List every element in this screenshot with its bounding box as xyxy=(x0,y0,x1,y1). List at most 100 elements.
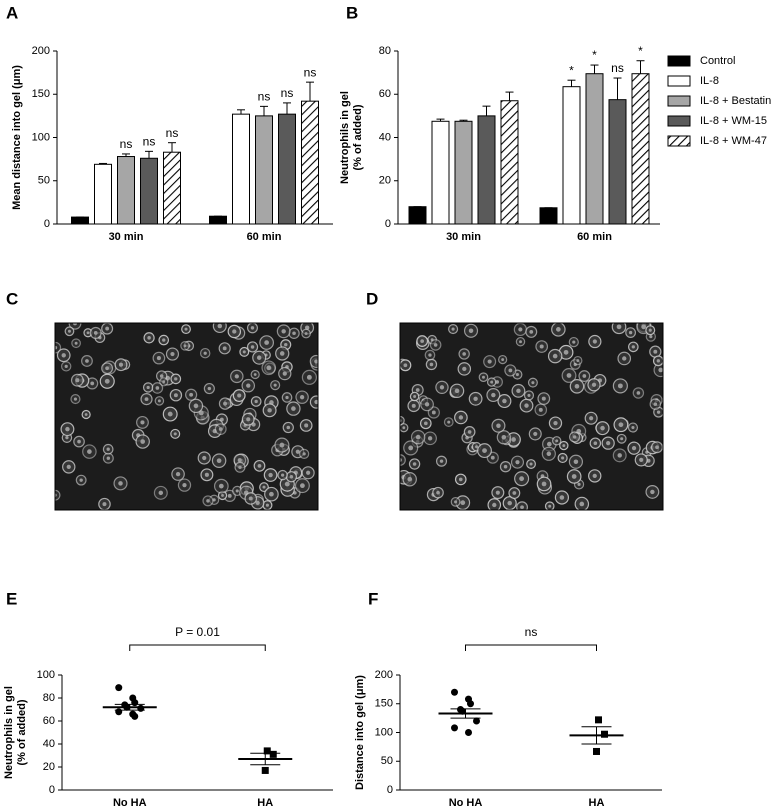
cell-core xyxy=(106,456,111,460)
significance-label: * xyxy=(638,44,643,58)
significance-label: * xyxy=(592,48,597,62)
panel-label: B xyxy=(346,3,358,22)
cell-core xyxy=(223,401,228,406)
bar xyxy=(431,120,450,225)
cell-core xyxy=(592,339,597,344)
cell-core xyxy=(433,343,438,347)
x-tick-label: 30 min xyxy=(446,231,481,243)
cell-core xyxy=(519,476,525,482)
bar xyxy=(631,73,650,225)
cell-core xyxy=(218,427,223,431)
cell-core xyxy=(631,446,637,451)
cell-core xyxy=(237,393,242,398)
cell-core xyxy=(85,359,89,363)
bar xyxy=(477,115,496,225)
cell-core xyxy=(415,388,420,392)
cell-core xyxy=(431,410,436,415)
cell-core xyxy=(295,449,300,454)
cell-core xyxy=(541,396,546,401)
cell-core xyxy=(402,426,406,430)
bar xyxy=(94,163,112,225)
cell-core xyxy=(217,323,223,329)
cell-core xyxy=(427,436,433,441)
cell-core xyxy=(439,385,445,390)
y-tick-label: 50 xyxy=(38,175,50,187)
bar xyxy=(209,215,227,225)
cell-core xyxy=(314,399,318,405)
cell xyxy=(309,354,318,368)
image-frame xyxy=(54,322,319,511)
cell-core xyxy=(267,408,272,413)
cell-core xyxy=(600,425,605,431)
data-point xyxy=(131,699,139,707)
cell-core xyxy=(266,365,272,371)
cell-core xyxy=(254,399,258,404)
cell-core xyxy=(622,356,627,361)
bar xyxy=(140,157,158,225)
cell-core xyxy=(65,436,69,440)
cell-core xyxy=(475,445,479,449)
cell-core xyxy=(451,327,455,331)
cell-core xyxy=(511,437,516,442)
cell-core xyxy=(501,358,505,361)
cell-core xyxy=(482,448,487,453)
cell-core xyxy=(553,421,558,426)
significance-label: ns xyxy=(304,65,317,79)
legend-swatch xyxy=(667,75,691,87)
cell-core xyxy=(300,483,305,489)
significance-label: * xyxy=(569,63,574,77)
comparison-label: P = 0.01 xyxy=(175,625,220,639)
cell-core xyxy=(285,395,289,400)
legend-swatch xyxy=(667,95,691,107)
cell-core xyxy=(221,494,224,497)
bar xyxy=(117,156,135,225)
cell-core xyxy=(495,490,500,495)
cell-core xyxy=(242,350,246,354)
y-tick-label: 60 xyxy=(43,715,55,727)
data-point xyxy=(451,688,458,696)
cell-core xyxy=(492,502,497,508)
bar xyxy=(71,216,89,225)
cell-core xyxy=(617,383,623,389)
y-axis-title: Distance into gel (μm) xyxy=(354,675,366,790)
cell-core xyxy=(574,383,580,389)
cell-core xyxy=(447,420,451,424)
y-axis-title: Neutrophils in gel xyxy=(3,686,15,779)
cell-core xyxy=(268,472,273,478)
cell-core xyxy=(235,489,239,493)
y-axis-title: Neutrophils in gel xyxy=(339,91,351,184)
cell-core xyxy=(582,374,587,378)
cell-core xyxy=(207,386,212,391)
data-point xyxy=(473,717,480,725)
cell-core xyxy=(653,402,658,406)
cell-core xyxy=(72,323,78,326)
cell-core xyxy=(90,381,95,386)
cell-core xyxy=(79,478,83,482)
cell-core xyxy=(462,352,466,356)
cell-core xyxy=(227,493,232,498)
cell-core xyxy=(158,490,164,496)
bar xyxy=(608,99,627,225)
cell-core xyxy=(552,353,558,359)
y-axis-title: Mean distance into gel (μm) xyxy=(11,65,23,210)
cell-core xyxy=(467,430,472,434)
data-point xyxy=(115,708,123,716)
cell-core xyxy=(75,378,80,383)
data-point xyxy=(467,700,474,708)
cell-core xyxy=(216,458,222,464)
cell-core xyxy=(573,459,579,465)
panel-label: E xyxy=(6,589,17,608)
cell-core xyxy=(562,444,566,448)
cell-core xyxy=(589,416,594,421)
cell-core xyxy=(170,351,175,357)
cell-core xyxy=(262,485,266,489)
cell-core xyxy=(631,425,635,430)
cell-core xyxy=(561,456,565,460)
cell-core xyxy=(403,363,408,368)
cell-core xyxy=(508,368,513,373)
cell-core xyxy=(264,340,269,345)
cell-core xyxy=(265,503,269,507)
cell-core xyxy=(182,482,187,488)
cell-core xyxy=(204,472,209,477)
y-tick-label: 150 xyxy=(32,88,50,100)
